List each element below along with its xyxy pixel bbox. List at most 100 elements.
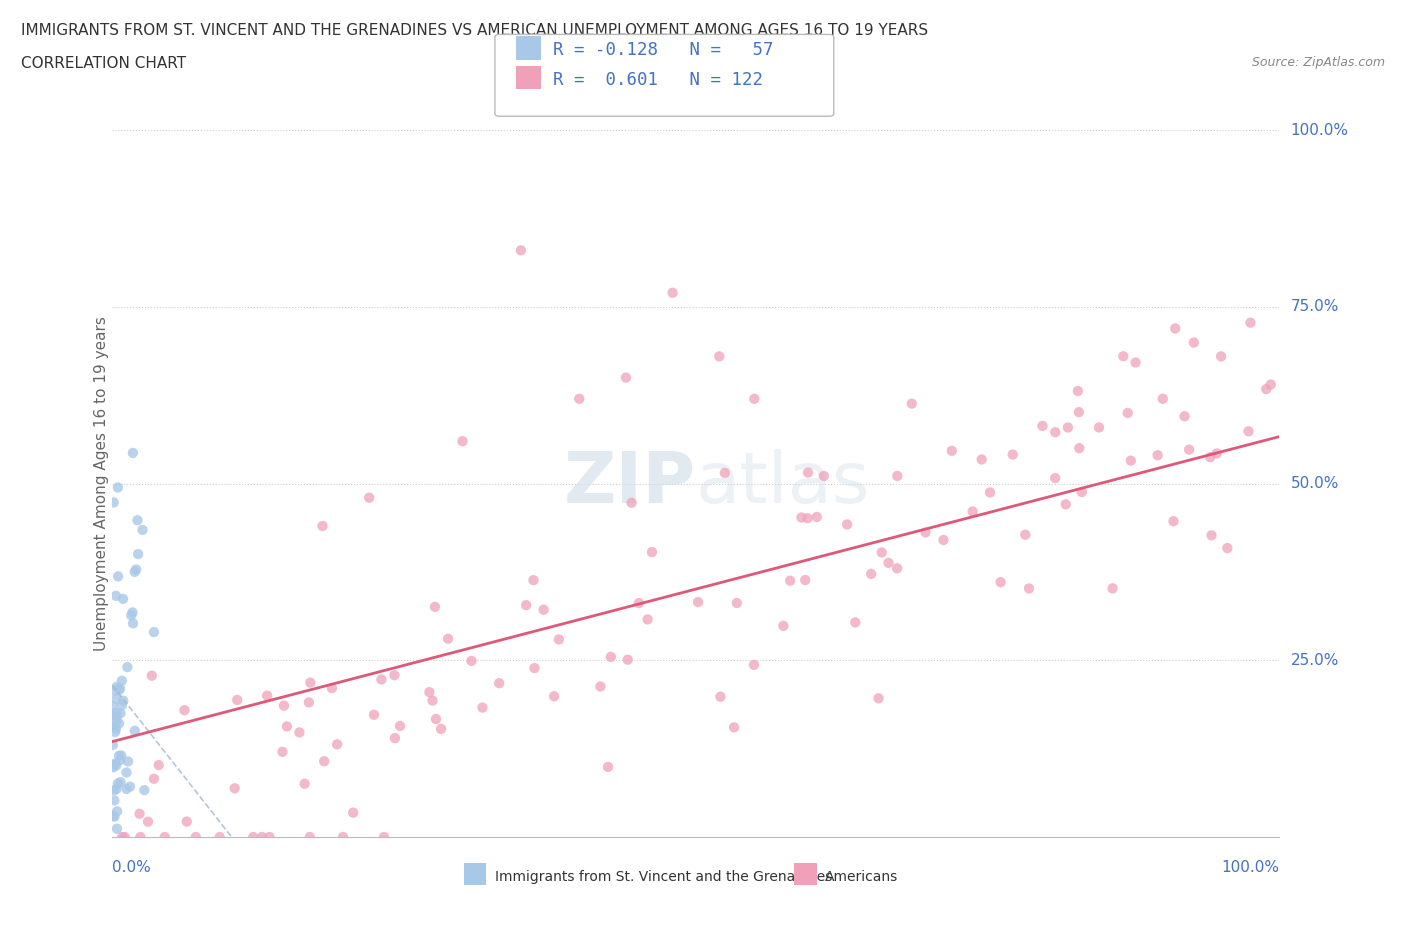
Point (637, 612, 659, 627)
Point (176, 814, 198, 829)
Point (725, 595, 748, 610)
Point (148, 758, 170, 773)
Point (103, 760, 125, 775)
Point (107, 569, 129, 584)
Point (101, 719, 124, 734)
Point (342, 805, 364, 820)
Point (120, 608, 142, 623)
Point (384, 731, 406, 746)
Point (1045, 471, 1067, 485)
Point (107, 480, 129, 495)
Text: 100.0%: 100.0% (1222, 860, 1279, 875)
Point (101, 808, 124, 823)
Point (108, 716, 131, 731)
Point (103, 793, 125, 808)
Point (115, 765, 138, 780)
Point (117, 659, 139, 674)
Text: IMMIGRANTS FROM ST. VINCENT AND THE GRENADINES VS AMERICAN UNEMPLOYMENT AMONG AG: IMMIGRANTS FROM ST. VINCENT AND THE GREN… (21, 23, 928, 38)
Point (970, 452, 993, 467)
Point (271, 744, 294, 759)
Point (661, 286, 683, 300)
Point (1182, 335, 1205, 350)
Point (359, 490, 381, 505)
Point (108, 683, 131, 698)
Point (1152, 392, 1174, 406)
Point (142, 771, 165, 786)
Text: Americans: Americans (825, 870, 898, 884)
Point (101, 698, 124, 713)
Text: R =  0.601   N = 122: R = 0.601 N = 122 (553, 71, 762, 89)
Point (384, 668, 406, 683)
Point (104, 724, 127, 739)
Point (522, 573, 544, 588)
Point (844, 615, 866, 630)
Point (1057, 420, 1080, 435)
Text: R = -0.128   N =   57: R = -0.128 N = 57 (553, 41, 773, 60)
Point (276, 719, 298, 734)
Point (118, 779, 141, 794)
Point (299, 675, 322, 690)
Point (1069, 441, 1091, 456)
Point (370, 672, 392, 687)
Point (1116, 405, 1139, 420)
Point (273, 698, 295, 713)
Point (173, 703, 195, 718)
Point (129, 830, 152, 844)
Point (742, 392, 765, 406)
Point (104, 714, 127, 729)
Text: Immigrants from St. Vincent and the Grenadines: Immigrants from St. Vincent and the Gren… (495, 870, 832, 884)
Point (515, 598, 537, 613)
Point (124, 724, 146, 738)
Point (1260, 377, 1282, 392)
Point (1001, 447, 1024, 462)
Point (589, 679, 612, 694)
Point (509, 243, 531, 258)
Point (451, 433, 474, 448)
Text: 50.0%: 50.0% (1291, 476, 1339, 491)
Point (288, 725, 311, 740)
Point (1018, 581, 1040, 596)
Point (110, 706, 132, 721)
Point (813, 469, 835, 484)
Point (1014, 527, 1036, 542)
Point (430, 722, 453, 737)
Point (714, 466, 737, 481)
Y-axis label: Unemployment Among Ages 16 to 19 years: Unemployment Among Ages 16 to 19 years (94, 316, 108, 651)
Point (105, 709, 128, 724)
Point (105, 692, 128, 707)
Point (104, 589, 127, 604)
Point (1125, 355, 1147, 370)
Point (1205, 446, 1227, 461)
Point (1101, 581, 1123, 596)
Point (114, 830, 136, 844)
Point (1239, 315, 1261, 330)
Point (614, 370, 637, 385)
Point (641, 545, 664, 560)
Point (990, 575, 1012, 590)
Point (294, 777, 316, 791)
Point (533, 603, 555, 618)
Point (806, 510, 828, 525)
Point (523, 660, 546, 675)
Point (128, 806, 150, 821)
Text: CORRELATION CHART: CORRELATION CHART (21, 56, 186, 71)
Point (110, 775, 132, 790)
Point (870, 545, 893, 560)
Text: atlas: atlas (696, 449, 870, 518)
Point (117, 754, 139, 769)
Point (104, 722, 127, 737)
Point (124, 565, 146, 579)
Point (105, 705, 128, 720)
Text: 75.0%: 75.0% (1291, 299, 1339, 314)
Point (797, 465, 820, 480)
Point (796, 511, 818, 525)
Point (877, 555, 900, 570)
Point (599, 649, 621, 664)
Point (1209, 349, 1232, 364)
Point (298, 695, 321, 710)
Point (772, 618, 794, 633)
Point (1163, 513, 1185, 528)
Text: ZIP: ZIP (564, 449, 696, 518)
Point (373, 830, 395, 844)
Point (103, 758, 125, 773)
